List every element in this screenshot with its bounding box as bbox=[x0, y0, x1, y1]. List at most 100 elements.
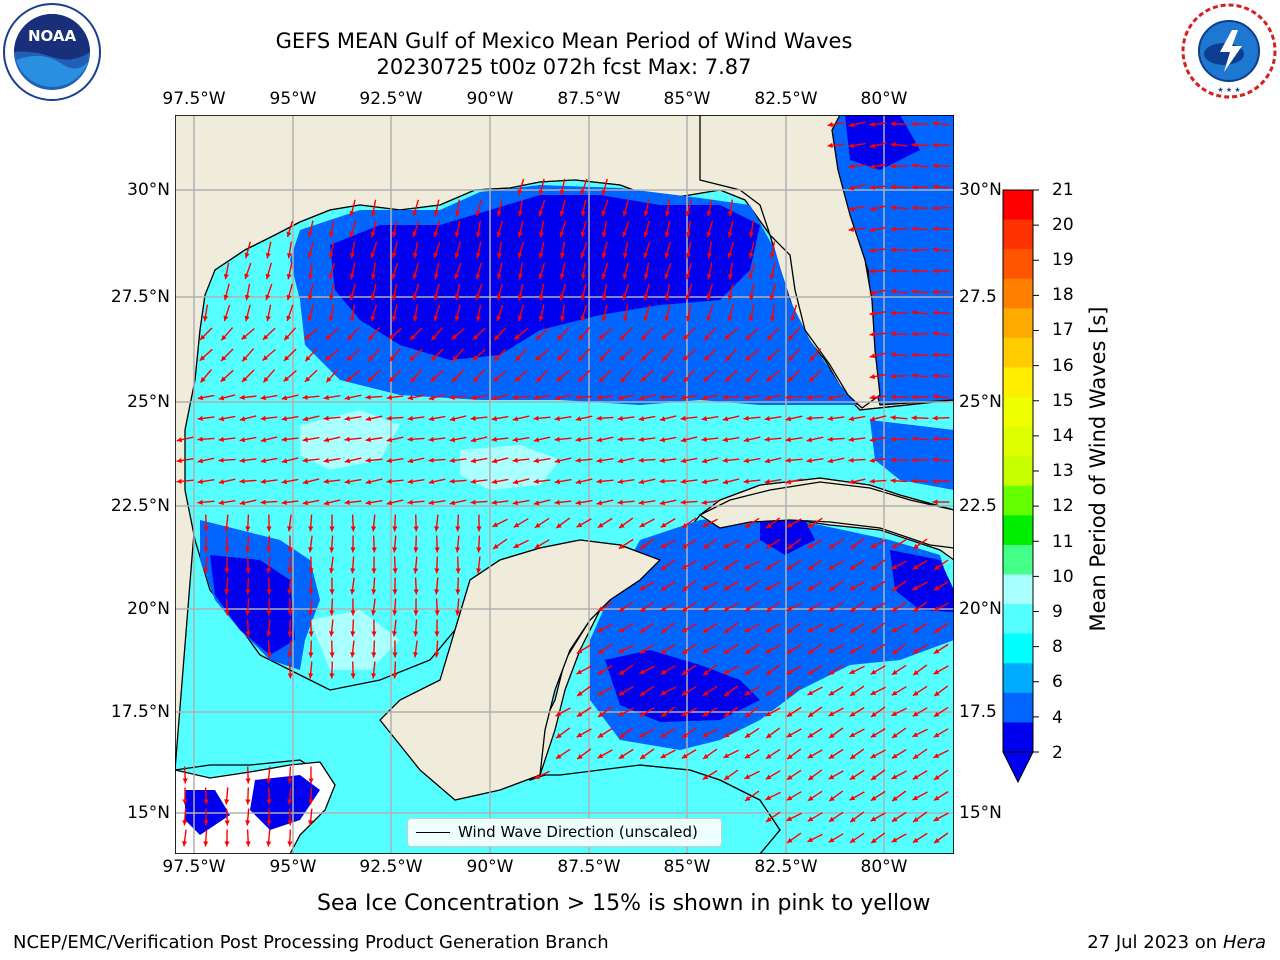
wind-wave-arrowhead bbox=[575, 394, 581, 400]
wind-wave-arrowhead bbox=[706, 294, 712, 301]
wind-wave-arrowhead bbox=[410, 377, 416, 383]
wind-wave-arrowhead bbox=[685, 294, 691, 300]
wind-wave-arrowhead bbox=[221, 355, 227, 361]
wind-wave-arrowhead bbox=[350, 610, 356, 616]
wind-wave-arrowhead bbox=[533, 500, 540, 506]
wind-wave-arrowhead bbox=[870, 543, 877, 548]
wind-wave-arrowhead bbox=[283, 376, 289, 382]
wind-wave-arrowhead bbox=[370, 210, 376, 217]
colorbar-swatch bbox=[1003, 397, 1033, 428]
wind-wave-arrowhead bbox=[287, 799, 293, 805]
wind-wave-arrowhead bbox=[286, 231, 292, 238]
wind-wave-arrowhead bbox=[534, 543, 541, 549]
wind-wave-arrowhead bbox=[287, 610, 293, 616]
wind-wave-arrowhead bbox=[517, 274, 523, 280]
wind-wave-arrowhead bbox=[829, 733, 835, 738]
wind-wave-arrowhead bbox=[302, 416, 309, 422]
lat-label-left: 27.5°N bbox=[110, 287, 170, 307]
colorbar-tick: 17 bbox=[1052, 320, 1074, 340]
wind-wave-arrowhead bbox=[638, 416, 645, 422]
wind-wave-arrowhead bbox=[727, 274, 733, 280]
wind-wave-arrowhead bbox=[472, 334, 479, 340]
wind-wave-arrowhead bbox=[575, 457, 581, 463]
wind-wave-arrowhead bbox=[618, 627, 625, 633]
wind-wave-arrowhead bbox=[428, 457, 434, 463]
wind-wave-arrowhead bbox=[912, 774, 919, 780]
noaa-logo: NOAA bbox=[2, 2, 102, 102]
wind-wave-arrowhead bbox=[891, 606, 898, 612]
wind-wave-arrowhead bbox=[323, 437, 330, 443]
wind-wave-arrowhead bbox=[218, 436, 224, 442]
wind-wave-arrowhead bbox=[685, 232, 691, 238]
colorbar-swatch bbox=[1003, 190, 1033, 221]
wind-wave-arrowhead bbox=[827, 395, 834, 401]
wind-wave-arrowhead bbox=[496, 231, 502, 238]
wind-wave-arrowhead bbox=[434, 547, 440, 553]
wind-wave-arrowhead bbox=[323, 478, 329, 484]
wind-wave-arrowhead bbox=[807, 690, 814, 695]
wind-wave-arrowhead bbox=[685, 252, 691, 259]
wind-wave-arrowhead bbox=[806, 415, 812, 421]
wind-wave-arrowhead bbox=[517, 189, 523, 196]
wind-wave-arrowhead bbox=[266, 610, 272, 616]
wind-wave-arrowhead bbox=[325, 355, 331, 361]
wind-wave-arrowhead bbox=[575, 437, 581, 443]
wind-wave-arrowhead bbox=[370, 231, 376, 238]
wind-wave-arrowhead bbox=[239, 478, 245, 484]
wind-wave-arrowhead bbox=[428, 436, 434, 442]
wind-wave-arrowhead bbox=[392, 547, 398, 553]
wind-wave-arrowhead bbox=[765, 543, 772, 549]
wind-wave-arrowhead bbox=[538, 295, 544, 301]
wind-wave-arrowhead bbox=[891, 627, 898, 633]
wind-wave-arrowhead bbox=[850, 544, 856, 549]
wave-period-zone bbox=[845, 115, 920, 170]
wind-wave-arrowhead bbox=[266, 778, 272, 784]
wind-wave-arrowhead bbox=[932, 205, 938, 211]
wind-wave-arrowhead bbox=[869, 416, 876, 422]
wind-wave-arrowhead bbox=[890, 415, 896, 421]
wind-wave-arrowhead bbox=[601, 295, 607, 301]
wind-wave-arrowhead bbox=[701, 499, 707, 505]
wind-wave-arrowhead bbox=[681, 627, 688, 633]
wind-wave-arrowhead bbox=[203, 799, 209, 805]
wind-wave-arrowhead bbox=[701, 479, 708, 485]
wind-wave-arrowhead bbox=[287, 631, 293, 637]
wind-wave-arrowhead bbox=[386, 415, 392, 421]
wind-wave-arrowhead bbox=[724, 774, 730, 780]
wind-wave-arrowhead bbox=[491, 479, 498, 485]
wind-wave-arrowhead bbox=[681, 711, 688, 716]
wind-wave-arrowhead bbox=[304, 334, 310, 340]
wind-wave-arrowhead bbox=[680, 499, 686, 505]
wind-wave-arrowhead bbox=[743, 458, 749, 464]
wind-wave-arrowhead bbox=[492, 522, 499, 527]
wind-wave-arrowhead bbox=[890, 226, 896, 232]
wind-wave-arrowhead bbox=[244, 252, 250, 259]
wind-wave-arrowhead bbox=[412, 273, 418, 280]
wind-wave-arrowhead bbox=[744, 606, 751, 612]
wind-wave-arrowhead bbox=[515, 355, 521, 362]
wind-wave-arrowhead bbox=[601, 210, 607, 216]
wind-wave-arrowhead bbox=[475, 273, 481, 280]
wind-wave-arrowhead bbox=[449, 500, 456, 506]
wind-wave-arrowhead bbox=[685, 210, 691, 217]
wind-wave-arrowhead bbox=[911, 457, 917, 463]
wind-wave-arrowhead bbox=[766, 376, 772, 382]
colorbar-tick: 13 bbox=[1052, 461, 1074, 481]
colorbar-tick: 2 bbox=[1052, 743, 1063, 763]
wind-wave-arrowhead bbox=[224, 568, 230, 574]
wind-wave-arrowhead bbox=[703, 670, 709, 676]
wind-wave-arrowhead bbox=[245, 631, 251, 637]
wind-wave-arrowhead bbox=[197, 458, 204, 464]
wind-wave-arrowhead bbox=[517, 231, 523, 238]
wind-wave-arrowhead bbox=[578, 335, 584, 341]
lon-label-top: 92.5°W bbox=[359, 89, 423, 109]
wind-wave-arrowhead bbox=[538, 252, 544, 259]
colorbar-tick: 16 bbox=[1052, 356, 1074, 376]
wind-wave-arrowhead bbox=[428, 416, 435, 422]
wind-wave-arrowhead bbox=[703, 355, 710, 361]
wind-wave-arrowhead bbox=[491, 458, 498, 464]
wind-wave-arrowhead bbox=[640, 690, 646, 696]
wind-wave-arrowhead bbox=[748, 273, 754, 280]
wind-wave-arrowhead bbox=[848, 206, 855, 212]
wind-wave-arrowhead bbox=[638, 479, 645, 485]
